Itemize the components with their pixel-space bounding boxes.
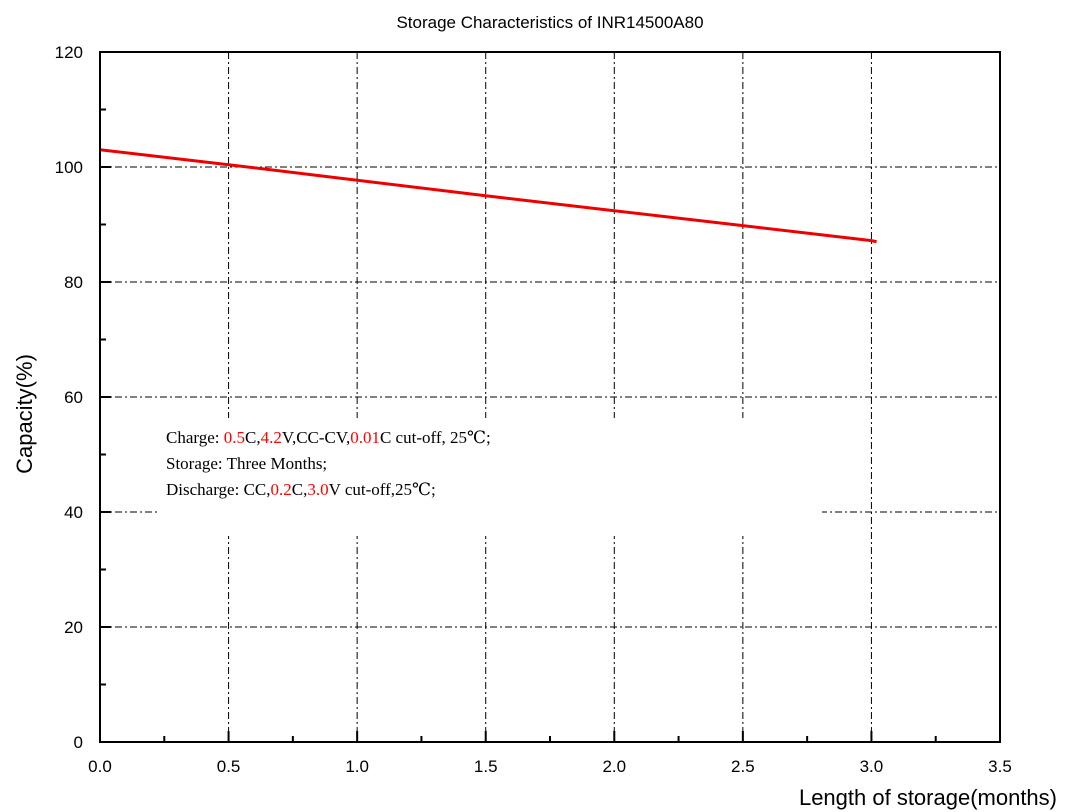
y-tick-label: 80 — [64, 273, 83, 292]
grid-lines — [100, 52, 1000, 742]
annotation-segment: C, — [292, 480, 308, 499]
annotation-segment: 0.01 — [350, 428, 380, 447]
annotation-segment: 0.2 — [271, 480, 292, 499]
annotation-text: Charge: 0.5C,4.2V,CC-CV,0.01C cut-off, 2… — [166, 428, 491, 499]
annotation-line: Discharge: CC,0.2C,3.0V cut-off,25℃; — [166, 480, 436, 499]
annotation-line: Charge: 0.5C,4.2V,CC-CV,0.01C cut-off, 2… — [166, 428, 491, 447]
annotation-segment: C cut-off, 25℃; — [380, 428, 491, 447]
annotation-segment: V cut-off,25℃; — [329, 480, 436, 499]
chart-title: Storage Characteristics of INR14500A80 — [396, 13, 703, 32]
annotation-segment: Charge: — [166, 428, 224, 447]
y-axis-label: Capacity(%) — [12, 354, 37, 474]
annotation-segment: 0.5 — [224, 428, 245, 447]
annotation-segment: Discharge: CC, — [166, 480, 271, 499]
x-tick-label: 3.0 — [860, 757, 884, 776]
annotation-segment: Storage: Three Months; — [166, 454, 327, 473]
y-tick-label: 20 — [64, 618, 83, 637]
y-tick-label: 120 — [55, 43, 83, 62]
x-tick-label: 2.0 — [602, 757, 626, 776]
y-tick-label: 100 — [55, 158, 83, 177]
annotation-box — [160, 418, 822, 536]
x-tick-label: 3.5 — [988, 757, 1012, 776]
annotation-segment: C, — [245, 428, 261, 447]
y-tick-label: 40 — [64, 503, 83, 522]
y-tick-label: 60 — [64, 388, 83, 407]
x-tick-label: 0.0 — [88, 757, 112, 776]
series-layer — [99, 148, 877, 244]
x-tick-label: 1.0 — [345, 757, 369, 776]
tick-labels: 0.0 0.5 1.0 1.5 2.0 2.5 3.0 3.5 0 20 40 60 80 100 120 — [55, 43, 1012, 776]
y-tick-label: 0 — [74, 733, 83, 752]
x-axis-label: Length of storage(months) — [799, 785, 1057, 810]
annotation-segment: V,CC-CV, — [282, 428, 350, 447]
x-tick-label: 2.5 — [731, 757, 755, 776]
x-tick-label: 0.5 — [217, 757, 241, 776]
x-tick-label: 1.5 — [474, 757, 498, 776]
annotation-segment: 4.2 — [261, 428, 282, 447]
series-line — [99, 148, 877, 244]
annotation-line: Storage: Three Months; — [166, 454, 327, 473]
axis-ticks — [99, 51, 1001, 743]
annotation-segment: 3.0 — [307, 480, 328, 499]
